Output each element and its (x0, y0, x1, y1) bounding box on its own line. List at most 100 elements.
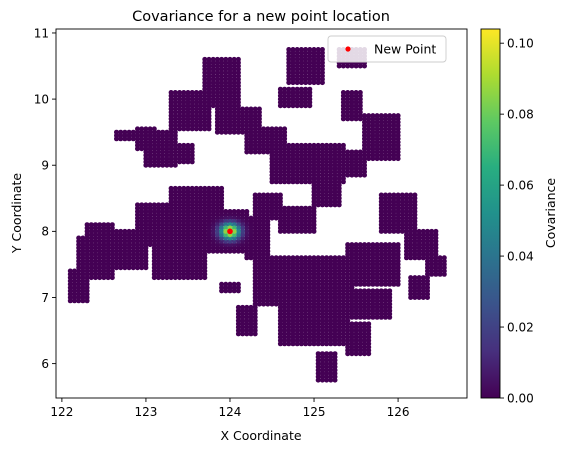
covariance-point (277, 103, 283, 109)
covariance-point (307, 80, 313, 86)
covariance-point (240, 228, 246, 234)
covariance-point (189, 126, 195, 132)
covariance-point (273, 215, 279, 221)
covariance-point (349, 242, 355, 248)
covariance-point (328, 255, 334, 261)
covariance-point (378, 228, 384, 234)
covariance-point (219, 129, 225, 135)
x-tick-label: 125 (303, 405, 326, 419)
covariance-point (193, 228, 199, 234)
covariance-point (244, 228, 250, 234)
covariance-point (265, 228, 271, 234)
covariance-point (307, 179, 313, 185)
legend: New Point (327, 35, 447, 63)
covariance-point (370, 288, 376, 294)
covariance-point (311, 228, 317, 234)
covariance-point (252, 149, 258, 155)
covariance-point (244, 149, 250, 155)
covariance-point (383, 156, 388, 162)
covariance-point (366, 156, 372, 162)
y-axis-ticks: 6 7 8 9 10 11 (34, 26, 56, 371)
y-tick-label: 10 (34, 92, 49, 106)
covariance-point (101, 228, 107, 234)
covariance-point (391, 156, 397, 162)
covariance-point (277, 255, 283, 261)
covariance-point (273, 255, 279, 261)
covariance-point (290, 103, 296, 109)
covariance-point (223, 129, 229, 135)
covariance-point (429, 228, 435, 234)
covariance-point (328, 351, 334, 357)
covariance-point (76, 235, 82, 241)
covariance-point (235, 129, 241, 135)
covariance-point (214, 228, 220, 234)
covariance-point (349, 321, 355, 327)
covariance-point (286, 228, 292, 234)
covariance-point (206, 228, 212, 234)
covariance-point (122, 136, 128, 142)
covariance-point (378, 242, 384, 248)
covariance-point (315, 351, 321, 357)
covariance-point (286, 255, 292, 261)
covariance-point (362, 172, 367, 178)
covariance-point (273, 179, 279, 185)
covariance-point (151, 162, 157, 168)
covariance-point (282, 179, 288, 185)
covariance-point (336, 63, 342, 69)
covariance-point (185, 126, 191, 132)
covariance-point (383, 228, 388, 234)
covariance-point (349, 116, 355, 122)
covariance-point (395, 156, 401, 162)
covariance-point (202, 126, 208, 132)
covariance-point (311, 80, 317, 86)
covariance-point (219, 228, 225, 234)
covariance-point (240, 129, 246, 135)
covariance-point (290, 80, 296, 86)
covariance-point (160, 162, 166, 168)
covariance-point (437, 255, 443, 261)
covariance-point (336, 255, 342, 261)
covariance-point (378, 156, 384, 162)
covariance-point (294, 179, 300, 185)
covariance-point (282, 255, 288, 261)
covariance-point (88, 228, 94, 234)
covariance-point (324, 202, 330, 208)
covariance-point (303, 179, 309, 185)
covariance-point (345, 242, 351, 248)
covariance-point (420, 228, 426, 234)
y-tick-label: 8 (41, 225, 49, 239)
covariance-point (210, 228, 216, 234)
covariance-point (282, 228, 288, 234)
covariance-point (298, 179, 304, 185)
covariance-point (181, 228, 187, 234)
covariance-point (362, 242, 367, 248)
covariance-point (172, 228, 178, 234)
covariance-point (353, 321, 359, 327)
covariance-point (177, 126, 183, 132)
covariance-point (181, 159, 187, 165)
colorbar-tick-label: 0.06 (507, 178, 534, 192)
covariance-point (206, 126, 212, 132)
covariance-point (374, 242, 380, 248)
colorbar-tick-label: 0.00 (507, 391, 534, 405)
covariance-point (265, 149, 271, 155)
covariance-point (72, 268, 77, 274)
covariance-point (290, 255, 296, 261)
covariance-point (93, 228, 98, 234)
covariance-point (319, 202, 325, 208)
covariance-point (353, 288, 359, 294)
covariance-point (109, 228, 115, 234)
covariance-point (147, 228, 153, 234)
covariance-point (189, 159, 195, 165)
covariance-point (147, 162, 153, 168)
covariance-point (298, 103, 304, 109)
legend-box (327, 35, 447, 63)
colorbar-tick-label: 0.08 (507, 107, 534, 121)
colorbar-gradient (480, 28, 501, 399)
covariance-point (156, 228, 161, 234)
covariance-point (441, 255, 447, 261)
covariance-point (164, 162, 170, 168)
covariance-point (370, 242, 376, 248)
covariance-point (219, 281, 225, 287)
covariance-point (353, 172, 359, 178)
